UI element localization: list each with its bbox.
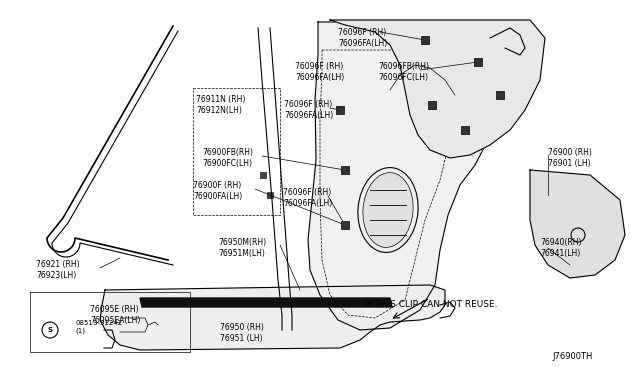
Text: 76900 (RH)
76901 (LH): 76900 (RH) 76901 (LH) xyxy=(548,148,592,168)
Bar xyxy=(474,58,482,66)
Bar xyxy=(421,36,429,44)
Bar xyxy=(461,126,469,134)
Text: 76911N (RH)
76912N(LH): 76911N (RH) 76912N(LH) xyxy=(196,95,245,115)
Polygon shape xyxy=(140,298,392,307)
Text: 76096F (RH)
76096FA(LH): 76096F (RH) 76096FA(LH) xyxy=(283,188,332,208)
Text: 76096F (RH)
76096FA(LH): 76096F (RH) 76096FA(LH) xyxy=(338,28,387,48)
Text: 76096F (RH)
76096FA(LH): 76096F (RH) 76096FA(LH) xyxy=(295,62,344,82)
Bar xyxy=(428,101,436,109)
Text: 76096F (RH)
76096FA(LH): 76096F (RH) 76096FA(LH) xyxy=(284,100,333,120)
Text: 76940(RH)
76941(LH): 76940(RH) 76941(LH) xyxy=(540,238,582,258)
Bar xyxy=(267,192,273,198)
Text: J76900TH: J76900TH xyxy=(552,352,593,361)
Polygon shape xyxy=(330,20,545,158)
Text: 76900F (RH)
76900FA(LH): 76900F (RH) 76900FA(LH) xyxy=(193,181,243,201)
Polygon shape xyxy=(308,22,490,330)
Ellipse shape xyxy=(363,173,413,247)
Text: 76950 (RH)
76951 (LH): 76950 (RH) 76951 (LH) xyxy=(220,323,264,343)
Bar xyxy=(496,91,504,99)
Bar xyxy=(341,221,349,229)
Text: 76095E (RH)
76095EA(LH): 76095E (RH) 76095EA(LH) xyxy=(90,305,140,325)
Text: 76950M(RH)
76951M(LH): 76950M(RH) 76951M(LH) xyxy=(218,238,266,258)
Text: 76900FB(RH)
76900FC(LH): 76900FB(RH) 76900FC(LH) xyxy=(202,148,253,168)
Text: ※ THIS CLIP CAN NOT REUSE.: ※ THIS CLIP CAN NOT REUSE. xyxy=(365,300,497,309)
Text: 76921 (RH)
76923(LH): 76921 (RH) 76923(LH) xyxy=(36,260,79,280)
Text: S: S xyxy=(47,327,52,333)
Bar xyxy=(260,172,266,178)
Bar xyxy=(341,166,349,174)
Polygon shape xyxy=(100,285,445,350)
Bar xyxy=(336,106,344,114)
Text: 76096FB(RH)
76096FC(LH): 76096FB(RH) 76096FC(LH) xyxy=(378,62,429,82)
Polygon shape xyxy=(530,170,625,278)
Text: 08513-31242
(1): 08513-31242 (1) xyxy=(75,320,122,334)
